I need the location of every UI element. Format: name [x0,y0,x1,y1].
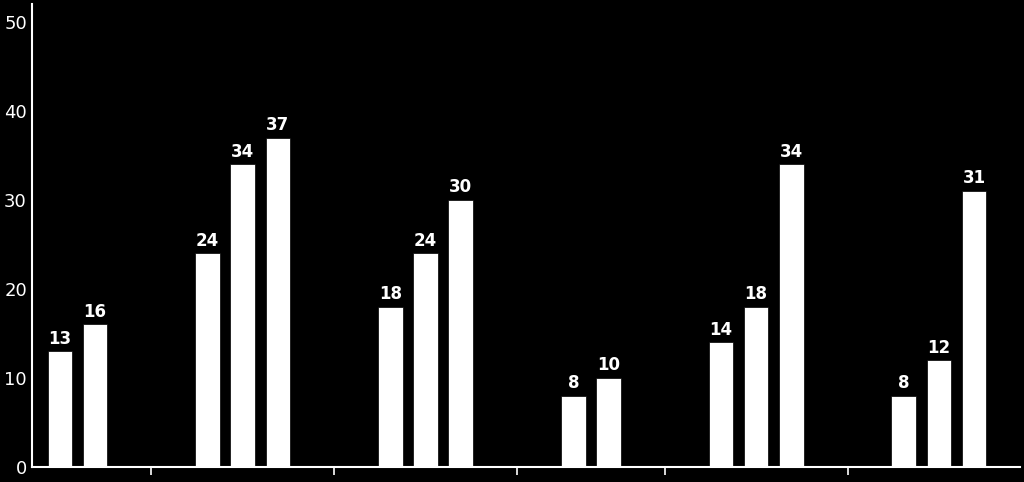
Bar [47,351,73,467]
Bar [927,360,951,467]
Bar [265,138,290,467]
Bar [378,307,402,467]
Bar [596,378,621,467]
Text: 10: 10 [597,356,620,375]
Bar [196,254,220,467]
Bar [962,191,986,467]
Text: 12: 12 [928,338,950,357]
Text: 8: 8 [567,374,579,392]
Text: 16: 16 [84,303,106,321]
Text: 18: 18 [379,285,402,303]
Text: 30: 30 [450,178,472,196]
Text: 31: 31 [963,170,986,187]
Bar [709,342,733,467]
Bar [743,307,768,467]
Bar [83,324,108,467]
Text: 34: 34 [779,143,803,161]
Bar [414,254,438,467]
Bar [892,396,916,467]
Text: 24: 24 [414,232,437,250]
Text: 14: 14 [710,321,732,339]
Text: 24: 24 [196,232,219,250]
Bar [779,164,804,467]
Text: 8: 8 [898,374,909,392]
Bar [449,200,473,467]
Bar [230,164,255,467]
Text: 13: 13 [48,330,72,348]
Bar [561,396,586,467]
Text: 37: 37 [266,116,290,134]
Text: 18: 18 [744,285,768,303]
Text: 34: 34 [231,143,254,161]
